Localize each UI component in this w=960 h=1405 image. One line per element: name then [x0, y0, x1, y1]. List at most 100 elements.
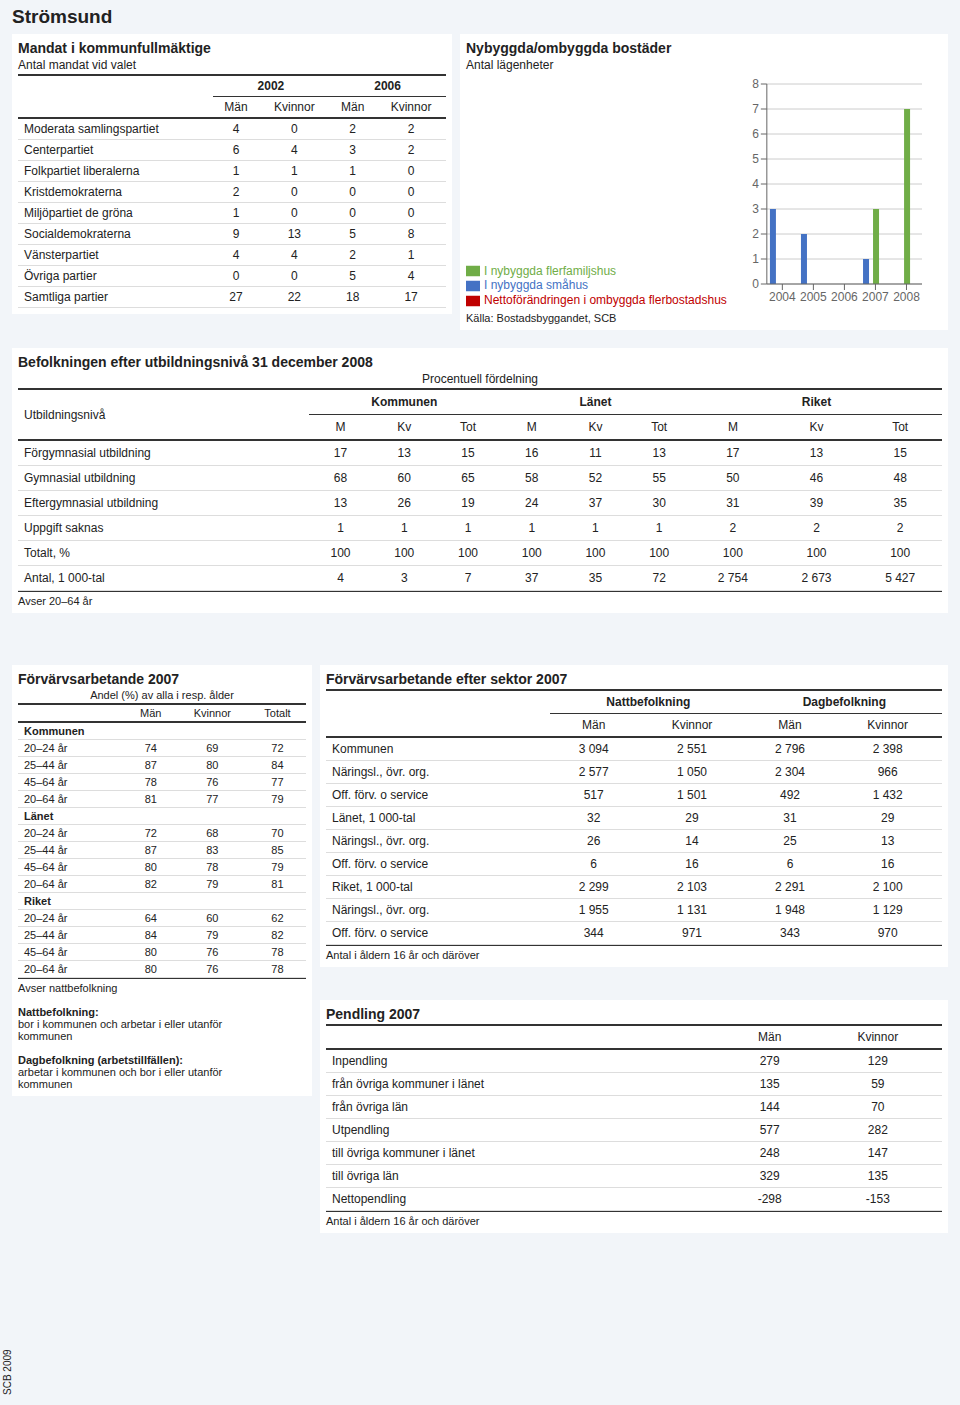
svg-text:1: 1 — [752, 252, 759, 266]
html-text:2006: 2006 — [374, 79, 401, 93]
html-text:58: 58 — [525, 471, 539, 485]
html-text:100: 100 — [394, 546, 415, 560]
svg-text:2004: 2004 — [769, 290, 796, 304]
html-text:Antal lägenheter: Antal lägenheter — [466, 58, 554, 72]
html-text:22: 22 — [287, 290, 301, 304]
html-text:Antal, 1 000-tal: Antal, 1 000-tal — [24, 571, 105, 585]
html-text:Moderata samlingspartiet: Moderata samlingspartiet — [24, 122, 159, 136]
html-text:100: 100 — [458, 546, 478, 560]
html-text:24: 24 — [525, 496, 539, 510]
html-text:Kv: Kv — [588, 420, 603, 434]
html-text:48: 48 — [893, 471, 907, 485]
html-text:Socialdemokraterna: Socialdemokraterna — [24, 227, 131, 241]
html-text:19: 19 — [461, 496, 475, 510]
svg-text:2006: 2006 — [831, 290, 858, 304]
html-text:46: 46 — [809, 471, 824, 485]
html-text:Nettoförändringen i ombyggda f: Nettoförändringen i ombyggda flerbostads… — [484, 293, 727, 308]
html-text:100: 100 — [521, 546, 542, 560]
html-text:15: 15 — [461, 446, 475, 460]
html-text:31: 31 — [726, 496, 740, 510]
html-text:13: 13 — [333, 496, 348, 510]
svg-text:2007: 2007 — [862, 290, 889, 304]
html-text:Kv: Kv — [809, 420, 824, 434]
svg-text:2005: 2005 — [800, 290, 827, 304]
html-text:Folkpartiet liberalerna: Folkpartiet liberalerna — [24, 164, 140, 178]
html-text:Pendling 2007: Pendling 2007 — [326, 1006, 421, 1022]
html-text:Övriga partier: Övriga partier — [24, 269, 97, 283]
html-text:arbetar i kommunen och bor i e: arbetar i kommunen och bor i eller utanf… — [18, 1066, 223, 1090]
html-text:Riket: Riket — [801, 395, 832, 409]
svg-text:2: 2 — [752, 227, 759, 241]
html-text:Uppgift saknas: Uppgift saknas — [24, 521, 104, 535]
html-text:Tot: Tot — [460, 420, 476, 434]
svg-text:4: 4 — [752, 177, 759, 191]
html-text:39: 39 — [809, 496, 824, 510]
html-text:Mandat i kommunfullmäktige: Mandat i kommunfullmäktige — [18, 40, 211, 56]
svg-text:8: 8 — [752, 77, 759, 91]
svg-text:2008: 2008 — [893, 290, 920, 304]
html-text:Förvärvsarbetande 2007: Förvärvsarbetande 2007 — [18, 671, 180, 687]
html-text:55: 55 — [652, 471, 666, 485]
html-text:13: 13 — [809, 446, 824, 460]
html-text:2002: 2002 — [257, 79, 285, 93]
html-text:I nybyggda flerfamiljshus: I nybyggda flerfamiljshus — [484, 263, 617, 278]
html-text:65: 65 — [461, 471, 475, 485]
html-text:Förvärvsarbetande efter sektor: Förvärvsarbetande efter sektor 2007 — [326, 671, 568, 687]
html-text:13: 13 — [287, 227, 301, 241]
html-text:30: 30 — [652, 496, 666, 510]
html-text:100: 100 — [806, 546, 827, 560]
html-text:Män: Män — [224, 100, 248, 114]
html-text:Totalt, %: Totalt, % — [24, 546, 70, 560]
html-text:Länet: Länet — [579, 395, 612, 409]
html-text:Tot: Tot — [892, 420, 909, 434]
html-text:13: 13 — [397, 446, 411, 460]
svg-text:3: 3 — [752, 202, 759, 216]
html-text:100: 100 — [330, 546, 351, 560]
html-text:100: 100 — [890, 546, 911, 560]
html-text:18: 18 — [346, 290, 360, 304]
html-text:Kvinnor: Kvinnor — [274, 100, 315, 114]
html-text:60: 60 — [397, 471, 411, 485]
html-text:I nybyggda småhus: I nybyggda småhus — [484, 278, 589, 293]
html-text:bor i kommunen och arbetar i e: bor i kommunen och arbetar i eller utanf… — [18, 1018, 223, 1042]
html-text:27: 27 — [229, 290, 243, 304]
html-text:Förgymnasial utbildning: Förgymnasial utbildning — [24, 446, 151, 460]
html-text:Antal mandat vid valet: Antal mandat vid valet — [18, 58, 137, 72]
html-text:17: 17 — [404, 290, 418, 304]
html-text:Centerpartiet: Centerpartiet — [24, 143, 94, 157]
html-text:17: 17 — [333, 446, 348, 460]
html-text:Kv: Kv — [397, 420, 412, 434]
svg-text:7: 7 — [752, 102, 759, 116]
svg-text:6: 6 — [752, 127, 759, 141]
html-text:13: 13 — [652, 446, 666, 460]
html-text:Befolkningen efter utbildnings: Befolkningen efter utbildningsnivå 31 de… — [18, 354, 373, 370]
html-text:16: 16 — [525, 446, 539, 460]
html-text:Vänsterpartiet: Vänsterpartiet — [24, 248, 99, 262]
html-text:26: 26 — [397, 496, 411, 510]
html-text:Män: Män — [341, 100, 365, 114]
html-text:Samtliga partier: Samtliga partier — [24, 290, 108, 304]
html-text:17: 17 — [726, 446, 740, 460]
svg-text:5: 5 — [752, 152, 759, 166]
html-text:Procentuell fördelning: Procentuell fördelning — [422, 372, 538, 386]
html-text:Strömsund: Strömsund — [12, 6, 113, 27]
html-text:Miljöpartiet de gröna: Miljöpartiet de gröna — [24, 206, 133, 220]
html-text:Utbildningsnivå: Utbildningsnivå — [24, 407, 106, 422]
html-text:Nybyggda/ombyggda bostäder: Nybyggda/ombyggda bostäder — [466, 40, 672, 56]
html-text:37: 37 — [588, 496, 603, 510]
html-text:100: 100 — [722, 546, 743, 560]
html-text:Kristdemokraterna: Kristdemokraterna — [24, 185, 122, 199]
html-text:Tot: Tot — [651, 420, 668, 434]
html-text:52: 52 — [588, 471, 603, 485]
html-text:35: 35 — [893, 496, 907, 510]
svg-text:0: 0 — [752, 277, 759, 291]
html-text:68: 68 — [333, 471, 348, 485]
html-text:Kommunen: Kommunen — [371, 395, 438, 409]
html-text:Kvinnor: Kvinnor — [390, 100, 432, 114]
html-text:15: 15 — [893, 446, 907, 460]
html-text:100: 100 — [585, 546, 606, 560]
html-text:50: 50 — [726, 471, 740, 485]
html-text:Gymnasial utbildning: Gymnasial utbildning — [24, 471, 136, 485]
html-text:100: 100 — [649, 546, 670, 560]
html-text:Eftergymnasial utbildning: Eftergymnasial utbildning — [24, 496, 159, 510]
